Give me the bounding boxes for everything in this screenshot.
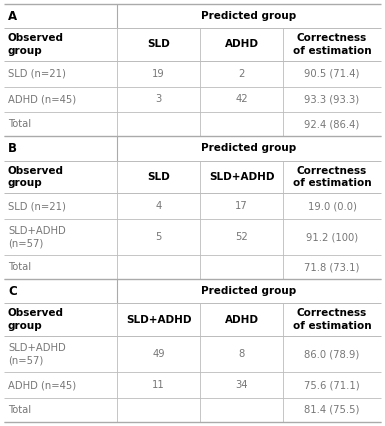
Text: 81.4 (75.5): 81.4 (75.5) [304,405,360,415]
Text: SLD+ADHD
(n=57): SLD+ADHD (n=57) [8,343,66,365]
Text: Observed
group: Observed group [8,166,64,188]
Text: 4: 4 [156,201,162,211]
Text: SLD+ADHD: SLD+ADHD [209,172,274,182]
Text: 49: 49 [152,349,165,359]
Text: ADHD: ADHD [224,40,258,49]
Text: Total: Total [8,405,31,415]
Text: Predicted group: Predicted group [201,144,297,153]
Text: Observed
group: Observed group [8,308,64,331]
Text: 71.8 (73.1): 71.8 (73.1) [304,262,360,272]
Text: C: C [8,285,17,298]
Text: Observed
group: Observed group [8,33,64,56]
Text: SLD+ADHD
(n=57): SLD+ADHD (n=57) [8,226,66,248]
Text: 52: 52 [235,232,248,242]
Text: 19: 19 [152,69,165,79]
Text: 91.2 (100): 91.2 (100) [306,232,358,242]
Text: 34: 34 [235,380,248,390]
Text: 86.0 (78.9): 86.0 (78.9) [305,349,360,359]
Text: Correctness
of estimation: Correctness of estimation [293,33,371,56]
Text: ADHD (n=45): ADHD (n=45) [8,95,76,104]
Text: 17: 17 [235,201,248,211]
Text: SLD+ADHD: SLD+ADHD [126,315,191,325]
Text: 5: 5 [156,232,162,242]
Text: Total: Total [8,262,31,272]
Text: 93.3 (93.3): 93.3 (93.3) [305,95,360,104]
Text: SLD: SLD [147,40,170,49]
Text: 75.6 (71.1): 75.6 (71.1) [304,380,360,390]
Text: 3: 3 [156,95,162,104]
Text: B: B [8,142,17,155]
Text: 19.0 (0.0): 19.0 (0.0) [308,201,357,211]
Text: 2: 2 [238,69,245,79]
Text: SLD (n=21): SLD (n=21) [8,201,66,211]
Text: 90.5 (71.4): 90.5 (71.4) [304,69,360,79]
Text: Correctness
of estimation: Correctness of estimation [293,308,371,331]
Text: SLD (n=21): SLD (n=21) [8,69,66,79]
Text: A: A [8,9,17,23]
Text: 11: 11 [152,380,165,390]
Text: 92.4 (86.4): 92.4 (86.4) [305,119,360,130]
Text: SLD: SLD [147,172,170,182]
Text: Total: Total [8,119,31,130]
Text: ADHD: ADHD [224,315,258,325]
Text: ADHD (n=45): ADHD (n=45) [8,380,76,390]
Text: Predicted group: Predicted group [201,286,297,296]
Text: 8: 8 [238,349,244,359]
Text: 42: 42 [235,95,248,104]
Text: Predicted group: Predicted group [201,11,297,21]
Text: Correctness
of estimation: Correctness of estimation [293,166,371,188]
